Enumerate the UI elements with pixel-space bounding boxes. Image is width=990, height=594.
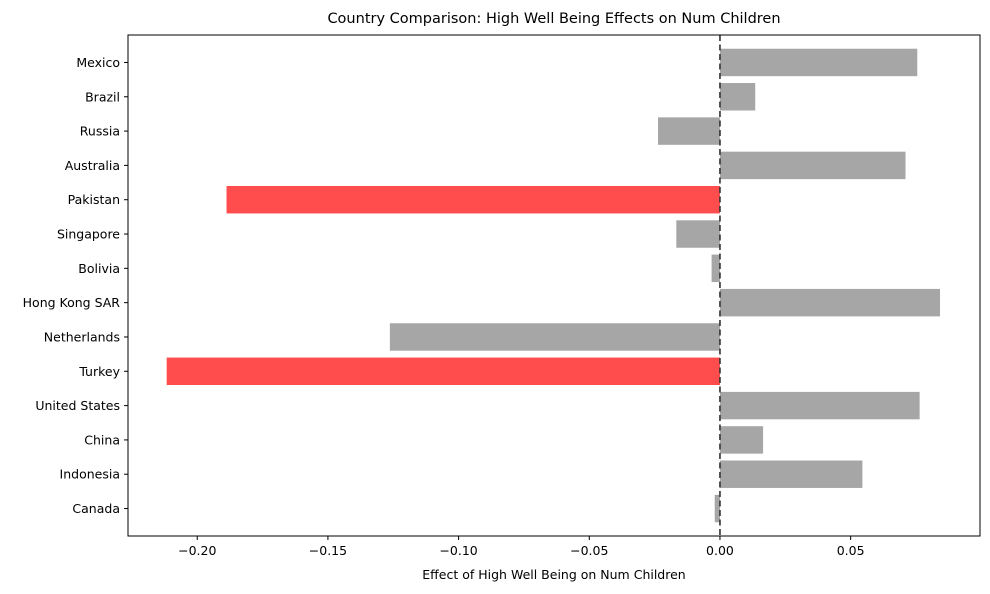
y-tick-label: Bolivia: [78, 261, 120, 276]
bar-mexico: [719, 48, 918, 77]
y-tick-label: United States: [35, 398, 120, 413]
y-tick-label: Australia: [65, 158, 120, 173]
y-tick-label: Pakistan: [68, 192, 120, 207]
x-tick-label: 0.00: [706, 543, 734, 558]
x-tick-label: −0.20: [178, 543, 216, 558]
y-tick-label: Netherlands: [44, 329, 120, 344]
bar-canada: [714, 494, 720, 523]
bar-brazil: [719, 83, 756, 111]
y-tick-label: Russia: [80, 124, 120, 139]
plot-frame: [127, 34, 981, 537]
bar-netherlands: [389, 323, 720, 351]
bar-australia: [719, 151, 906, 180]
y-tick-label: Mexico: [76, 55, 120, 70]
x-axis-ticks: −0.20 −0.15 −0.10 −0.05 0.00 0.05: [178, 536, 865, 558]
bar-hong-kong-sar: [719, 288, 941, 317]
bar-singapore: [676, 220, 720, 248]
x-tick-label: 0.05: [837, 543, 865, 558]
y-tick-label: Indonesia: [60, 467, 120, 482]
y-tick-label: Singapore: [57, 227, 120, 242]
chart-title: Country Comparison: High Well Being Effe…: [327, 11, 780, 27]
bar-indonesia: [719, 460, 863, 488]
x-tick-label: −0.05: [570, 543, 608, 558]
x-axis-label: Effect of High Well Being on Num Childre…: [422, 567, 685, 582]
x-tick-label: −0.10: [439, 543, 477, 558]
bars-group: [166, 48, 941, 523]
bar-bolivia: [711, 254, 720, 283]
bar-turkey: [166, 357, 720, 386]
y-tick-label: Hong Kong SAR: [23, 295, 121, 310]
x-tick-label: −0.15: [309, 543, 347, 558]
bar-united-states: [719, 391, 920, 420]
y-tick-label: Brazil: [85, 89, 120, 104]
bar-china: [719, 426, 764, 454]
y-tick-label: Canada: [72, 501, 120, 516]
y-tick-label: China: [84, 432, 120, 447]
bar-pakistan: [226, 185, 720, 214]
bar-russia: [658, 117, 720, 145]
y-axis-ticks: Mexico Brazil Russia Australia Pakistan Singa…: [23, 55, 128, 516]
y-tick-label: Turkey: [78, 364, 120, 379]
